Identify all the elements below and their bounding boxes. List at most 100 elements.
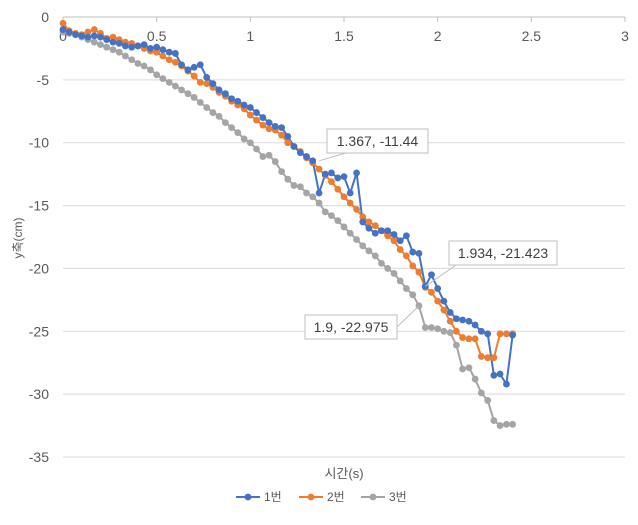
data-point-series-3[interactable] — [365, 247, 373, 255]
data-point-series-3[interactable] — [509, 420, 516, 428]
data-point-series-2[interactable] — [246, 111, 254, 119]
data-point-series-2[interactable] — [484, 354, 492, 362]
data-point-series-1[interactable] — [222, 90, 229, 98]
data-point-series-2[interactable] — [446, 317, 454, 325]
data-point-series-2[interactable] — [159, 52, 167, 60]
data-point-series-1[interactable] — [115, 40, 123, 47]
data-point-series-2[interactable] — [90, 26, 98, 33]
data-point-series-2[interactable] — [496, 330, 504, 338]
data-point-series-1[interactable] — [284, 133, 292, 140]
data-point-series-3[interactable] — [390, 270, 398, 277]
data-point-series-1[interactable] — [234, 97, 242, 105]
data-point-series-3[interactable] — [178, 86, 185, 94]
data-point-series-1[interactable] — [359, 218, 367, 226]
data-point-series-1[interactable] — [65, 28, 73, 36]
data-point-series-2[interactable] — [59, 19, 67, 27]
data-point-series-3[interactable] — [228, 124, 236, 132]
data-point-series-3[interactable] — [121, 52, 129, 60]
data-point-series-1[interactable] — [165, 48, 173, 56]
data-point-series-1[interactable] — [209, 80, 217, 88]
data-point-series-1[interactable] — [203, 73, 211, 81]
data-point-series-2[interactable] — [453, 327, 460, 335]
data-point-series-3[interactable] — [490, 417, 498, 424]
data-point-series-2[interactable] — [284, 139, 292, 147]
data-point-series-1[interactable] — [459, 316, 466, 324]
data-point-series-1[interactable] — [147, 45, 154, 52]
data-point-series-2[interactable] — [440, 306, 448, 314]
data-point-series-3[interactable] — [446, 329, 454, 336]
data-point-series-3[interactable] — [253, 145, 260, 153]
data-point-series-1[interactable] — [278, 124, 286, 132]
data-point-series-2[interactable] — [396, 246, 404, 253]
data-point-series-1[interactable] — [103, 36, 111, 44]
data-point-series-2[interactable] — [346, 199, 354, 207]
data-point-series-2[interactable] — [278, 131, 286, 139]
data-point-series-2[interactable] — [84, 28, 92, 36]
data-point-series-1[interactable] — [384, 227, 392, 235]
data-point-series-2[interactable] — [253, 116, 260, 124]
data-point-series-2[interactable] — [328, 178, 335, 186]
data-point-series-2[interactable] — [390, 237, 398, 245]
data-point-series-3[interactable] — [203, 104, 211, 111]
data-point-series-1[interactable] — [477, 327, 485, 335]
data-point-series-3[interactable] — [371, 252, 379, 260]
data-point-series-1[interactable] — [434, 285, 442, 292]
data-point-series-3[interactable] — [159, 75, 167, 82]
data-point-series-3[interactable] — [503, 420, 510, 428]
data-point-series-1[interactable] — [340, 173, 348, 181]
data-point-series-3[interactable] — [353, 236, 360, 243]
data-point-series-2[interactable] — [196, 78, 204, 86]
data-point-series-1[interactable] — [440, 297, 448, 305]
data-point-series-2[interactable] — [371, 222, 379, 230]
data-point-series-2[interactable] — [490, 354, 498, 362]
data-point-series-2[interactable] — [172, 58, 179, 66]
data-point-series-1[interactable] — [109, 38, 117, 46]
data-point-series-3[interactable] — [428, 324, 435, 331]
data-point-series-1[interactable] — [346, 189, 354, 197]
data-point-series-3[interactable] — [140, 62, 148, 70]
data-point-series-3[interactable] — [290, 182, 298, 189]
data-point-series-1[interactable] — [465, 317, 473, 325]
data-point-series-1[interactable] — [509, 331, 516, 339]
data-point-series-1[interactable] — [402, 232, 410, 240]
data-point-series-3[interactable] — [440, 327, 448, 335]
data-point-series-1[interactable] — [121, 42, 129, 50]
data-point-series-3[interactable] — [153, 71, 161, 79]
data-point-series-2[interactable] — [190, 72, 198, 80]
data-point-series-3[interactable] — [172, 82, 179, 90]
data-point-series-3[interactable] — [303, 189, 310, 197]
data-point-series-2[interactable] — [153, 48, 161, 56]
data-point-series-1[interactable] — [97, 33, 104, 41]
data-point-series-3[interactable] — [402, 285, 410, 292]
data-point-series-2[interactable] — [409, 262, 417, 270]
data-point-series-2[interactable] — [265, 125, 273, 133]
data-point-series-2[interactable] — [359, 213, 367, 221]
data-point-series-3[interactable] — [453, 341, 460, 349]
data-point-series-3[interactable] — [234, 129, 242, 137]
data-point-series-2[interactable] — [471, 335, 479, 343]
data-point-series-3[interactable] — [222, 119, 229, 126]
data-point-series-1[interactable] — [184, 66, 192, 74]
data-point-series-3[interactable] — [97, 41, 104, 49]
data-point-series-1[interactable] — [265, 119, 273, 126]
data-point-series-3[interactable] — [128, 56, 136, 64]
data-point-series-3[interactable] — [328, 212, 335, 220]
data-point-series-1[interactable] — [503, 380, 510, 388]
data-point-series-3[interactable] — [384, 265, 392, 272]
data-point-series-1[interactable] — [371, 229, 379, 237]
data-point-series-1[interactable] — [190, 63, 198, 71]
data-point-series-1[interactable] — [84, 33, 92, 41]
data-point-series-3[interactable] — [147, 66, 154, 74]
data-point-series-1[interactable] — [309, 157, 317, 165]
data-point-series-3[interactable] — [165, 78, 173, 86]
data-point-series-3[interactable] — [334, 217, 342, 225]
data-point-series-2[interactable] — [259, 121, 267, 129]
data-point-series-1[interactable] — [415, 249, 423, 257]
data-point-series-1[interactable] — [72, 31, 79, 38]
data-point-series-1[interactable] — [428, 271, 435, 279]
data-point-series-3[interactable] — [378, 260, 385, 267]
data-point-series-1[interactable] — [228, 95, 236, 103]
data-point-series-1[interactable] — [490, 371, 498, 379]
data-point-series-1[interactable] — [259, 114, 267, 121]
data-point-series-1[interactable] — [353, 169, 360, 177]
